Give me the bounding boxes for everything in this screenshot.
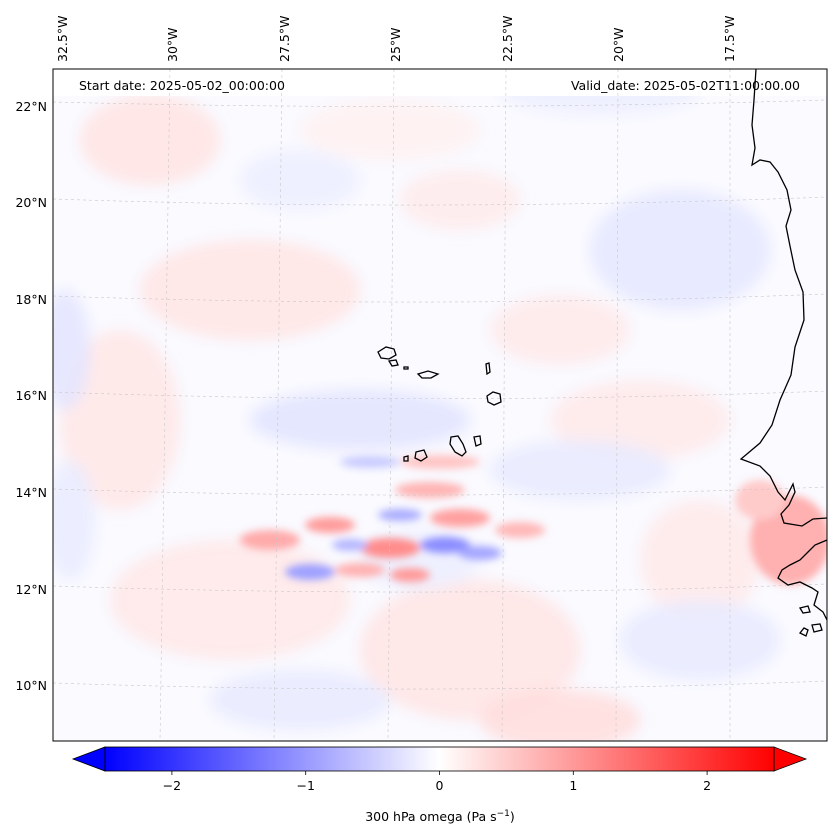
lat-tick-label: 12°N (15, 582, 47, 597)
island-boa-vista (486, 391, 502, 406)
colorbar-tick-label: 2 (703, 778, 711, 793)
date-banner (53, 69, 827, 96)
map-frame (52, 68, 828, 742)
colorbar-label-close: ) (510, 809, 515, 824)
start-date-label: Start date: 2025-05-02_00:00:00 (79, 78, 285, 93)
colorbar-tick-label: −1 (296, 778, 314, 793)
colorbar-tick-label: 1 (569, 778, 577, 793)
lat-tick-label: 16°N (15, 388, 47, 403)
colorbar-label: 300 hPa omega (Pa s−1) (365, 809, 515, 824)
colorbar-extend-max (773, 746, 808, 772)
island-sao-nicolau (416, 370, 440, 379)
colorbar-label-exponent: −1 (497, 809, 510, 819)
omega-field-band (240, 455, 827, 585)
lon-tick-labels: 32.5°W 30°W 27.5°W 25°W 22.5°W 20°W 17.5… (55, 16, 737, 62)
lat-tick-label: 18°N (15, 292, 47, 307)
colorbar-body (105, 747, 774, 771)
island-sao-vicente (387, 359, 399, 367)
lat-tick-labels: 22°N 20°N 18°N 16°N 14°N 12°N 10°N (15, 99, 47, 693)
african-coast (739, 69, 827, 527)
colorbar-extend-min (71, 746, 106, 772)
island-maio (473, 435, 482, 447)
island-sal (485, 362, 491, 376)
african-coast-south (777, 539, 827, 621)
island-santa-luzia (403, 366, 409, 370)
lon-tick-label: 32.5°W (55, 16, 70, 62)
lon-tick-label: 25°W (388, 27, 403, 62)
lon-tick-label: 27.5°W (277, 16, 292, 62)
lon-tick-label: 17.5°W (722, 16, 737, 62)
colorbar-tick-label: 0 (436, 778, 444, 793)
island-santiago (449, 435, 467, 457)
coastline (377, 69, 827, 637)
colorbar-tick-label: −2 (163, 778, 181, 793)
island-fogo (414, 449, 428, 462)
island-brava (403, 455, 409, 462)
island-santo-antao (377, 346, 397, 360)
valid-date-label: Valid_date: 2025-05-02T11:00:00.00 (571, 78, 800, 93)
lat-tick-label: 14°N (15, 485, 47, 500)
colorbar: −2 −1 0 1 2 300 hPa omega (Pa s−1) (71, 746, 808, 824)
colorbar-label-main: 300 hPa omega (Pa s (365, 809, 496, 824)
graticule (53, 69, 827, 741)
lat-tick-label: 10°N (15, 678, 47, 693)
omega-field (53, 69, 827, 741)
lon-tick-label: 20°W (611, 27, 626, 62)
bijagos-islands (798, 605, 823, 637)
lat-tick-label: 22°N (15, 99, 47, 114)
colorbar-ticks: −2 −1 0 1 2 (163, 771, 711, 793)
lat-tick-label: 20°N (15, 195, 47, 210)
lon-tick-label: 22.5°W (500, 16, 515, 62)
lon-tick-label: 30°W (165, 27, 180, 62)
